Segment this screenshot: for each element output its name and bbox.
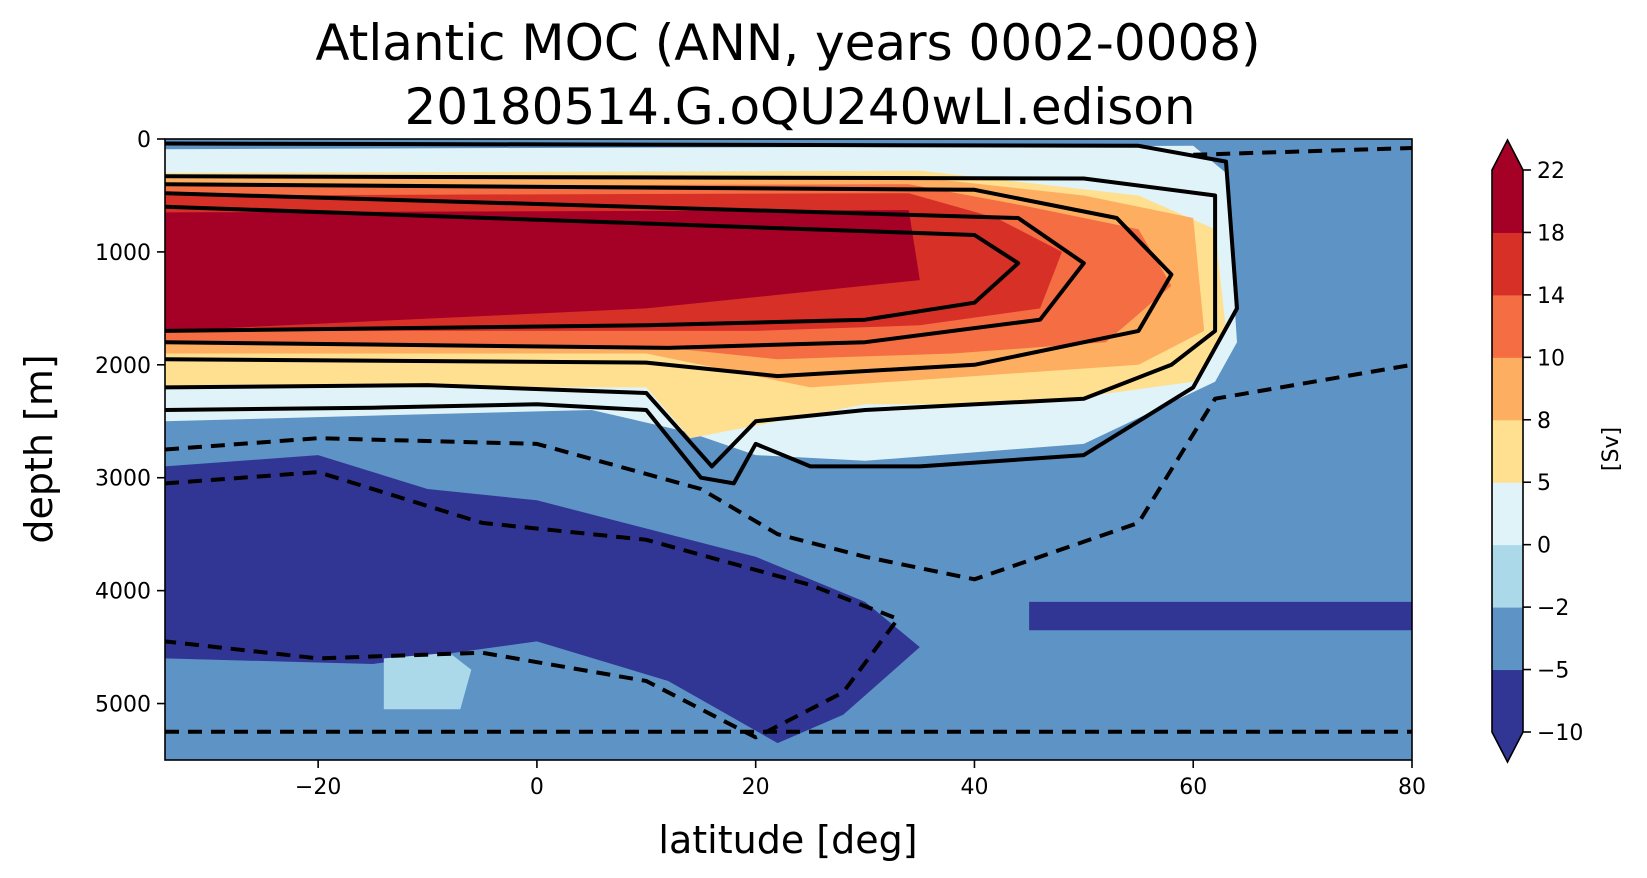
region-deep-south-neg [165,455,920,744]
contour-line-4 [165,204,1021,333]
contour-line-5 [165,362,1412,582]
x-tick-label: 20 [742,775,770,800]
y-tick-label: 5000 [95,693,151,718]
x-axis-ticks: −20 0 20 40 60 80 [295,760,1426,800]
y-axis-ticks: 0 1000 2000 3000 4000 5000 [95,128,165,718]
contour-lines [165,141,1412,740]
y-tick-label: 0 [137,128,151,153]
contour-line-2 [165,182,1174,379]
chart-title: Atlantic MOC (ANN, years 0002-0008) [315,14,1260,72]
colorbar-segment [1492,357,1523,421]
colorbar-extend-under [1492,732,1523,762]
x-tick-label: 60 [1179,775,1207,800]
colorbar-tick-label: 5 [1537,471,1551,496]
x-tick-label: 40 [960,775,988,800]
colorbar-tick-label: −2 [1537,596,1569,621]
y-axis-label: depth [m] [17,354,61,543]
x-axis-label: latitude [deg] [658,818,917,862]
colorbar-segment [1492,482,1523,546]
colorbar-tick-label: 8 [1537,409,1551,434]
colorbar-segment [1492,232,1523,296]
contour-line-3 [165,191,1086,350]
colorbar-segment [1492,607,1523,671]
colorbar-segment [1492,294,1523,358]
colorbar-segment [1492,669,1523,733]
colorbar-segment [1492,170,1523,233]
contour-line-8 [1193,146,1412,157]
filled-regions [165,139,1412,744]
colorbar-tick-label: 14 [1537,284,1565,309]
contour-line-0 [165,141,1239,486]
plot-area [164,138,1413,761]
region-deep-arctic-band [1029,601,1412,631]
colorbar-tick-label: 10 [1537,346,1565,371]
chart-subtitle: 20180514.G.oQU240wLI.edison [404,78,1195,136]
x-tick-label: 80 [1398,775,1426,800]
colorbar-segment [1492,419,1523,483]
colorbar-tick-label: 22 [1537,159,1565,184]
region-max-core [165,210,920,331]
region-deep-south-light [383,652,472,710]
plot-frame [164,138,1413,761]
x-tick-label: 0 [530,775,544,800]
colorbar-tick-label: −10 [1537,721,1583,746]
y-tick-label: 4000 [95,580,151,605]
colorbar-segment [1492,544,1523,608]
x-tick-label: −20 [295,775,341,800]
colorbar-ticks: −10 −5 −2 0 5 8 10 14 18 22 [1523,159,1583,746]
colorbar-tick-label: 18 [1537,221,1565,246]
colorbar [1491,138,1524,764]
region-shallow-negative [165,139,1412,371]
contour-line-1 [165,174,1218,469]
colorbar-tick-label: 0 [1537,534,1551,559]
y-tick-label: 1000 [95,241,151,266]
y-tick-label: 3000 [95,467,151,492]
y-tick-label: 2000 [95,354,151,379]
colorbar-label: [Sv] [1599,427,1624,471]
colorbar-extend-over [1492,140,1523,170]
colorbar-tick-label: −5 [1537,659,1569,684]
